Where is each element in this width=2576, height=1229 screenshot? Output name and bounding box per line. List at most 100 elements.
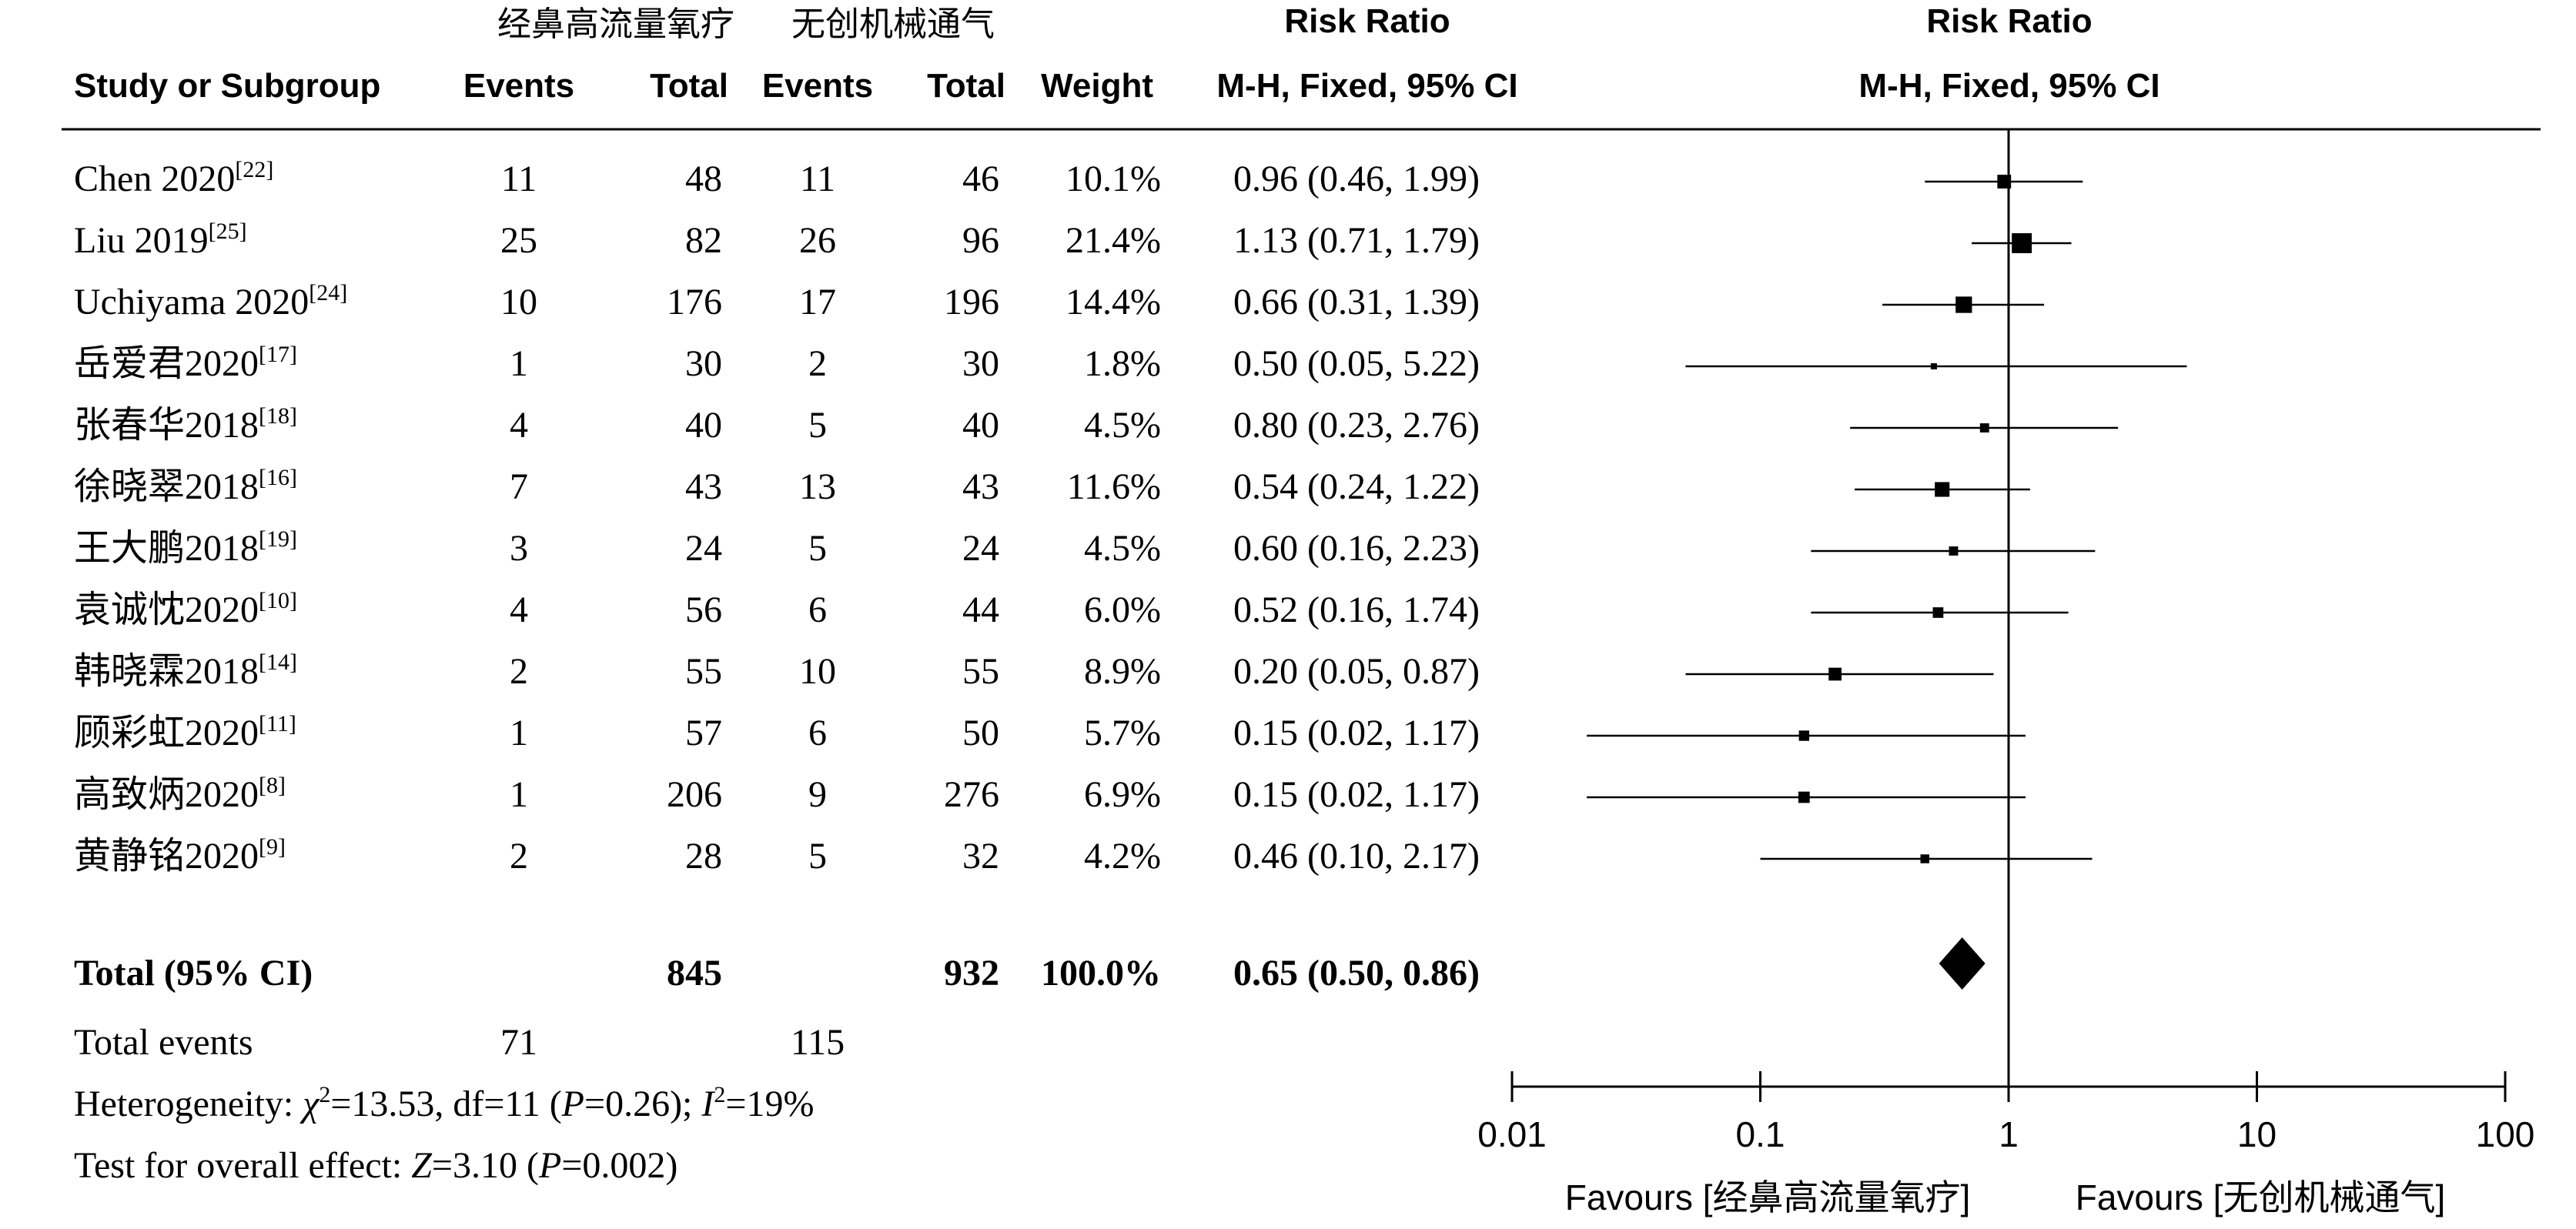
study-weight: 10.1% (1066, 159, 1161, 199)
study-ci-text: 1.13 (0.71, 1.79) (1233, 220, 1480, 261)
study-total2: 46 (962, 159, 999, 199)
study-ci-text: 0.80 (0.23, 2.76) (1233, 405, 1480, 446)
point-estimate (1949, 546, 1959, 556)
study-total1: 82 (685, 220, 722, 261)
point-estimate (1932, 607, 1944, 618)
study-ci-text: 0.20 (0.05, 0.87) (1233, 651, 1480, 692)
total-events-e2: 115 (791, 1022, 845, 1063)
overall-effect-text: Test for overall effect: Z=3.10 (P=0.002… (74, 1145, 677, 1186)
study-weight: 4.5% (1084, 528, 1161, 569)
study-weight: 5.7% (1084, 713, 1161, 753)
total-label: Total (95% CI) (74, 953, 313, 994)
study-ci-text: 0.96 (0.46, 1.99) (1233, 159, 1480, 199)
study-ci-text: 0.60 (0.16, 2.23) (1233, 528, 1480, 569)
study-events1: 7 (510, 466, 528, 507)
plot-area: 0.01 0.1 1 10 100 (1477, 129, 2534, 1154)
study-events2: 5 (808, 528, 827, 569)
rr-title-table: Risk Ratio (1284, 2, 1450, 40)
study-total1: 43 (685, 466, 722, 507)
study-total2: 32 (962, 836, 999, 877)
study-events1: 4 (510, 405, 528, 446)
group2-header: 无创机械通气 (791, 5, 995, 43)
study-weight: 8.9% (1084, 651, 1161, 692)
total-t2: 932 (944, 953, 999, 994)
total-events-e1: 71 (500, 1022, 537, 1063)
favours-right-label: Favours [无创机械通气] (2076, 1177, 2446, 1217)
study-events2: 2 (808, 343, 827, 384)
study-events2: 17 (799, 282, 836, 322)
total-events-label: Total events (74, 1022, 253, 1063)
study-total1: 57 (685, 713, 722, 753)
study-events1: 1 (510, 713, 528, 753)
study-total1: 40 (685, 405, 722, 446)
study-weight: 21.4% (1066, 220, 1161, 261)
study-name: 韩晓霖2018[14] (74, 650, 297, 692)
study-ci-text: 0.52 (0.16, 1.74) (1233, 589, 1480, 630)
study-events1: 2 (510, 651, 528, 692)
point-estimate (1798, 791, 1810, 803)
study-total2: 40 (962, 405, 999, 446)
weight-header: Weight (1041, 67, 1153, 105)
heterogeneity-text: Heterogeneity: χ2=13.53, df=11 (P=0.26);… (74, 1082, 814, 1124)
x-tick-label: 0.01 (1477, 1114, 1547, 1154)
study-events2: 10 (799, 651, 836, 692)
x-tick-label: 100 (2476, 1114, 2535, 1154)
study-name: 高致炳2020[8] (74, 773, 286, 815)
study-total1: 56 (685, 589, 722, 630)
study-name: 张春华2018[18] (74, 403, 297, 446)
study-events2: 11 (800, 159, 835, 199)
study-total2: 196 (944, 282, 999, 322)
point-estimate (1798, 730, 1809, 741)
study-events2: 6 (808, 589, 827, 630)
study-total2: 30 (962, 343, 999, 384)
method-header-table: M-H, Fixed, 95% CI (1216, 67, 1517, 105)
study-ci-text: 0.46 (0.10, 2.17) (1233, 836, 1480, 877)
study-name: 袁诚忱2020[10] (74, 588, 297, 630)
study-events1: 4 (510, 589, 528, 630)
study-events1: 2 (510, 836, 528, 877)
point-estimate (1979, 423, 1989, 432)
study-events2: 26 (799, 220, 836, 261)
study-weight: 6.0% (1084, 589, 1161, 630)
study-total2: 50 (962, 713, 999, 753)
study-total1: 48 (685, 159, 722, 199)
study-rows: Chen 2020[22] 11 48 11 46 10.1% 0.96 (0.46, 1.… (74, 157, 1480, 877)
study-column-header: Study or Subgroup (74, 67, 380, 105)
study-total1: 206 (667, 774, 722, 815)
point-estimate (1955, 296, 1972, 313)
total2-header: Total (927, 67, 1005, 105)
study-ci-text: 0.50 (0.05, 5.22) (1233, 343, 1480, 384)
study-total2: 55 (962, 651, 999, 692)
point-estimate (2012, 233, 2032, 253)
method-header-plot: M-H, Fixed, 95% CI (1858, 67, 2159, 105)
point-estimate (1935, 482, 1950, 497)
study-total1: 24 (685, 528, 722, 569)
study-events2: 13 (799, 466, 836, 507)
study-name: Chen 2020[22] (74, 157, 273, 199)
study-events1: 1 (510, 343, 528, 384)
study-total2: 44 (962, 589, 999, 630)
total-t1: 845 (667, 953, 722, 994)
study-ci-text: 0.15 (0.02, 1.17) (1233, 713, 1480, 753)
x-tick-label: 10 (2237, 1114, 2277, 1154)
study-total1: 55 (685, 651, 722, 692)
rr-title-plot: Risk Ratio (1926, 2, 2092, 40)
study-total2: 96 (962, 220, 999, 261)
study-ci-text: 0.66 (0.31, 1.39) (1233, 282, 1480, 322)
total1-header: Total (650, 67, 728, 105)
study-events2: 9 (808, 774, 827, 815)
study-name: 黄静铭2020[9] (74, 834, 286, 877)
events1-header: Events (463, 67, 574, 105)
point-estimate (1828, 667, 1842, 681)
x-tick-label: 0.1 (1736, 1114, 1785, 1154)
study-total2: 24 (962, 528, 999, 569)
study-weight: 4.2% (1084, 836, 1161, 877)
study-events1: 10 (500, 282, 537, 322)
total-ci-text: 0.65 (0.50, 0.86) (1233, 953, 1480, 994)
study-weight: 4.5% (1084, 405, 1161, 446)
point-estimate (1930, 363, 1937, 369)
study-weight: 1.8% (1084, 343, 1161, 384)
study-events2: 5 (808, 836, 827, 877)
study-total2: 43 (962, 466, 999, 507)
